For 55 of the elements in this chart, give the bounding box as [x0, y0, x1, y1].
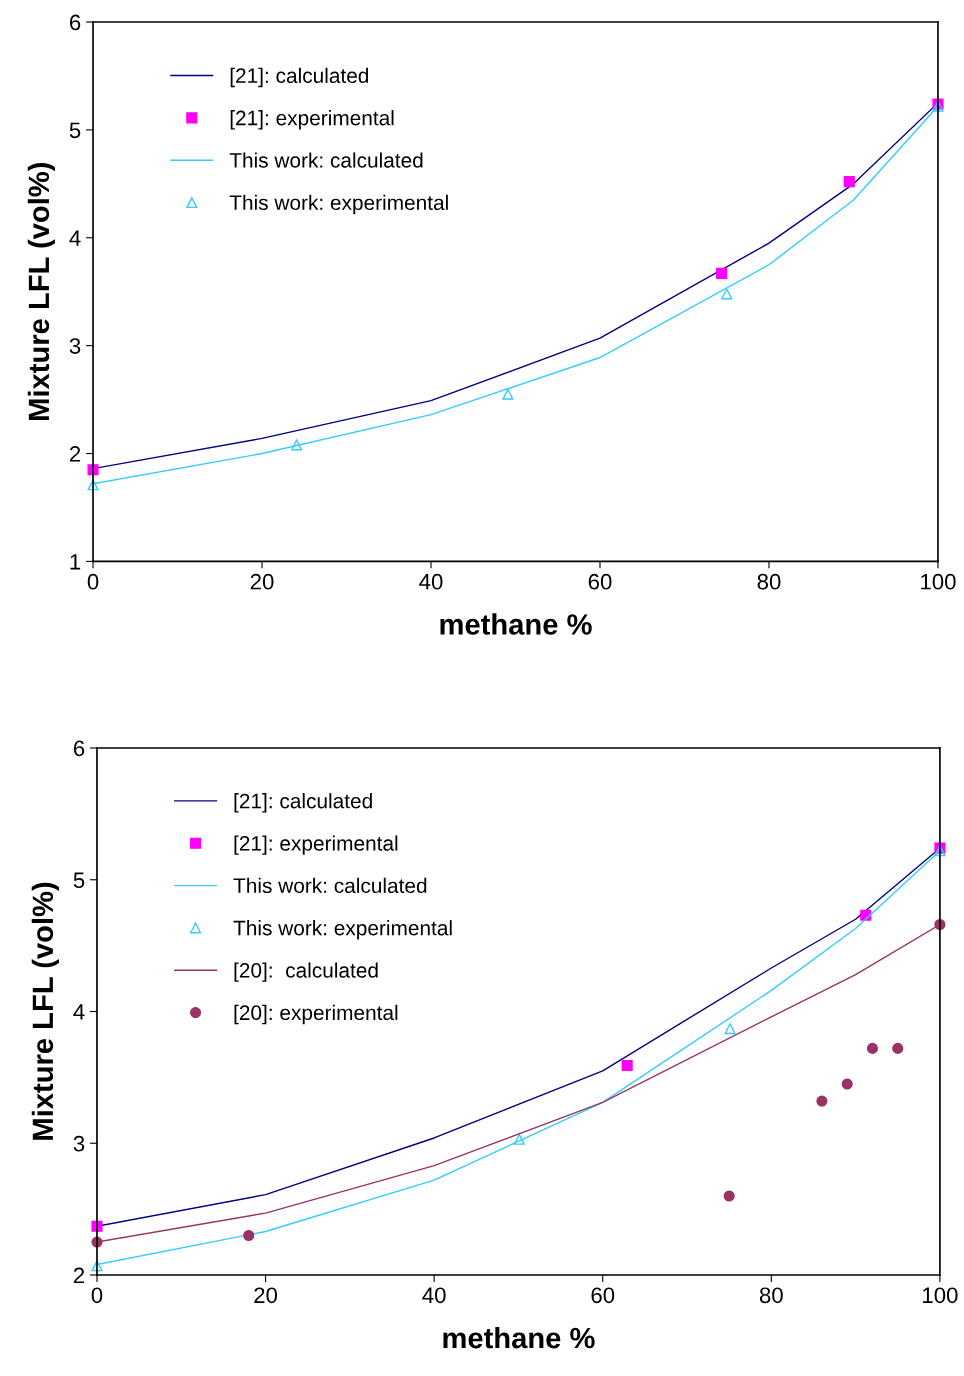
point [291, 439, 303, 451]
legend-label: [21]: experimental [234, 835, 398, 855]
legend-label: This work: experimental [233, 920, 452, 940]
point [816, 1095, 828, 1107]
y-tick-label: 4 [69, 230, 81, 246]
point [243, 1229, 255, 1242]
legend-label: [21]: calculated [234, 793, 372, 813]
x-tick-label: 60 [588, 573, 612, 590]
y-tick-label: 2 [69, 446, 81, 462]
x-tick-label: 100 [923, 1287, 958, 1304]
point [87, 464, 99, 476]
point [866, 1042, 879, 1054]
x-axis-title: methane % [440, 613, 592, 635]
x-tick-label: 60 [591, 1287, 615, 1304]
y-tick-label: 3 [73, 1135, 85, 1152]
point [621, 1059, 633, 1072]
y-tick-label: 4 [73, 1004, 85, 1020]
legend-label: [20]: calculated [234, 962, 378, 982]
x-axis-title: methane % [443, 1326, 595, 1349]
point [91, 1260, 103, 1272]
y-tick-label: 5 [69, 122, 81, 139]
point [843, 176, 855, 188]
point [721, 288, 733, 300]
legend-label: This work: experimental [229, 194, 448, 215]
y-tick-label: 1 [70, 554, 81, 570]
x-tick-label: 20 [250, 573, 274, 590]
y-tick-label: 6 [73, 740, 85, 757]
point [892, 1042, 904, 1054]
point [91, 1220, 103, 1232]
point [513, 1133, 525, 1145]
point [724, 1023, 736, 1035]
y-tick-label: 2 [73, 1267, 85, 1284]
x-tick-label: 40 [419, 573, 443, 590]
x-tick-label: 100 [921, 573, 956, 590]
x-tick-label: 0 [87, 573, 99, 590]
legend-label: [21]: experimental [230, 110, 394, 130]
y-axis-title: Mixture LFL (vol%) [27, 162, 55, 420]
legend-label: This work: calculated [233, 877, 427, 894]
legend-label: This work: calculated [229, 152, 423, 168]
x-tick-label: 20 [254, 1287, 278, 1304]
x-tick-label: 0 [91, 1287, 103, 1304]
y-tick-label: 6 [69, 14, 81, 31]
y-axis-title: Mixture LFL (vol%) [31, 882, 59, 1140]
y-tick-label: 3 [69, 338, 81, 354]
x-tick-label: 80 [757, 573, 781, 590]
x-tick-label: 40 [422, 1287, 446, 1304]
point [502, 388, 514, 400]
point [723, 1190, 735, 1202]
point [841, 1078, 853, 1090]
legend-label: [20]: experimental [234, 1004, 398, 1025]
x-tick-label: 80 [759, 1287, 783, 1304]
y-tick-label: 5 [73, 872, 85, 889]
legend-label: [21]: calculated [230, 67, 369, 88]
point [87, 479, 99, 491]
point [716, 267, 728, 279]
